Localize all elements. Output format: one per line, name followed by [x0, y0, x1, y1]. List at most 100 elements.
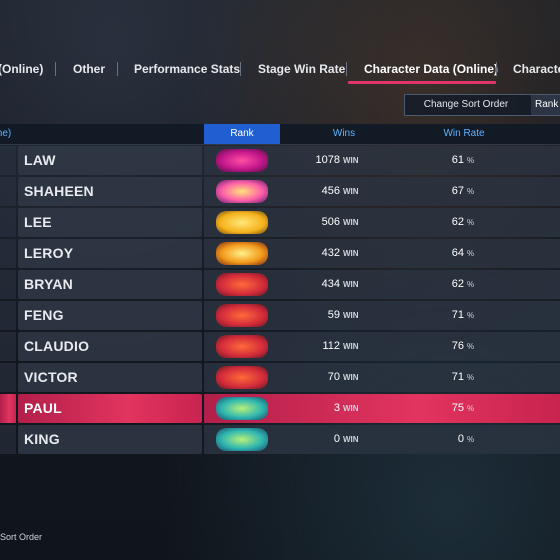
wins-unit: WIN	[343, 280, 359, 289]
rank-emblem-icon	[216, 211, 268, 234]
name-cell: PAUL	[18, 394, 202, 423]
row-edge	[0, 301, 16, 330]
rank-emblem-icon	[216, 180, 268, 203]
tab-divider	[346, 62, 347, 76]
wins-value: 112	[322, 340, 340, 352]
header-rank[interactable]: Rank	[204, 124, 280, 144]
row-edge	[0, 363, 16, 392]
character-data-table: ne) Rank Wins Win Rate LAW1078WIN61%SHAH…	[0, 124, 560, 470]
wins-value: 3	[333, 402, 340, 414]
wins-unit: WIN	[343, 187, 359, 196]
win-rate-unit: %	[467, 156, 475, 165]
wins-value: 0	[333, 433, 340, 445]
wins-unit: WIN	[343, 311, 359, 320]
footer-hint: Sort Order	[0, 532, 43, 542]
table-row[interactable]: BRYAN 434 WIN 62%	[0, 270, 560, 299]
wins-value: 434	[321, 278, 340, 290]
rank-emblem-icon	[216, 273, 268, 296]
name-cell: SHAHEEN	[18, 177, 202, 206]
table-row[interactable]: LAW 1078 WIN 61%	[0, 146, 560, 175]
header-name[interactable]: ne)	[0, 128, 12, 139]
tab-divider	[117, 62, 118, 76]
win-rate-unit: %	[467, 249, 475, 258]
wins-unit: WIN	[343, 156, 359, 165]
table-row[interactable]: KING 0 WIN 0%	[0, 425, 560, 454]
row-edge	[0, 177, 16, 206]
win-rate-value: 71	[451, 371, 464, 383]
row-edge	[0, 146, 16, 175]
row-edge	[0, 394, 16, 423]
wins-value: 456	[321, 185, 340, 197]
tab-performance-stats[interactable]: Performance Stats	[134, 62, 241, 76]
rank-emblem-icon	[216, 366, 268, 389]
row-edge	[0, 332, 16, 361]
rank-emblem-icon	[216, 149, 268, 172]
sort-value: Rank	[531, 95, 560, 115]
name-cell: FENG	[18, 301, 202, 330]
character-name: PAUL	[24, 400, 62, 416]
win-rate-unit: %	[467, 218, 475, 227]
win-rate-value: 64	[451, 247, 464, 259]
character-name: SHAHEEN	[24, 183, 94, 199]
row-edge	[0, 239, 16, 268]
table-row[interactable]: VICTOR 70 WIN 71%	[0, 363, 560, 392]
tab-stage-win-rate[interactable]: Stage Win Rate	[258, 62, 346, 76]
tab-online-partial[interactable]: (Online)	[0, 62, 44, 76]
character-name: BRYAN	[24, 276, 73, 292]
win-rate-value: 71	[451, 309, 464, 321]
header-wins[interactable]: Wins	[332, 128, 356, 139]
win-rate-value: 61	[451, 154, 464, 166]
wins-value: 59	[327, 309, 340, 321]
wins-unit: WIN	[343, 404, 359, 413]
table-row[interactable]: LEROY 432 WIN 64%	[0, 239, 560, 268]
win-rate-value: 67	[451, 185, 464, 197]
tab-character-data-online[interactable]: Character Data (Online)	[364, 62, 499, 76]
name-cell: BRYAN	[18, 270, 202, 299]
change-sort-order-button[interactable]: Change Sort Order	[423, 99, 509, 110]
character-name: CLAUDIO	[24, 338, 90, 354]
tab-divider	[240, 62, 241, 76]
character-name: FENG	[24, 307, 64, 323]
win-rate-unit: %	[467, 280, 475, 289]
row-edge	[0, 270, 16, 299]
win-rate-value: 75	[451, 402, 464, 414]
win-rate-unit: %	[467, 342, 475, 351]
header-win-rate[interactable]: Win Rate	[443, 128, 485, 139]
wins-value: 70	[327, 371, 340, 383]
wins-unit: WIN	[343, 373, 359, 382]
win-rate-value: 62	[451, 216, 464, 228]
table-row[interactable]: CLAUDIO 112 WIN 76%	[0, 332, 560, 361]
rank-emblem-icon	[216, 428, 268, 451]
name-cell: LEROY	[18, 239, 202, 268]
table-row[interactable]: PAUL 3 WIN 75%	[0, 394, 560, 423]
win-rate-unit: %	[467, 187, 475, 196]
character-name: KING	[24, 431, 60, 447]
rank-emblem-icon	[216, 304, 268, 327]
sort-control: Change Sort Order Rank	[404, 94, 560, 116]
wins-unit: WIN	[343, 342, 359, 351]
rank-emblem-icon	[216, 242, 268, 265]
table-row[interactable]: FENG 59 WIN 71%	[0, 301, 560, 330]
tab-divider	[496, 62, 497, 76]
table-header: ne) Rank Wins Win Rate	[0, 124, 560, 145]
name-cell: LAW	[18, 146, 202, 175]
wins-value: 506	[321, 216, 340, 228]
win-rate-unit: %	[467, 311, 475, 320]
wins-unit: WIN	[343, 218, 359, 227]
character-name: LEE	[24, 214, 52, 230]
win-rate-value: 0	[457, 433, 464, 445]
wins-unit: WIN	[343, 435, 359, 444]
character-name: VICTOR	[24, 369, 78, 385]
win-rate-value: 62	[451, 278, 464, 290]
table-row[interactable]: SHAHEEN 456 WIN 67%	[0, 177, 560, 206]
tab-other[interactable]: Other	[73, 62, 106, 76]
tab-character-partial[interactable]: Character	[513, 62, 560, 76]
table-row[interactable]: LEE 506 WIN 62%	[0, 208, 560, 237]
row-edge	[0, 425, 16, 454]
rank-emblem-icon	[216, 335, 268, 358]
wins-value: 432	[321, 247, 340, 259]
name-cell: VICTOR	[18, 363, 202, 392]
character-name: LEROY	[24, 245, 74, 261]
name-cell: CLAUDIO	[18, 332, 202, 361]
rank-emblem-icon	[216, 397, 268, 420]
